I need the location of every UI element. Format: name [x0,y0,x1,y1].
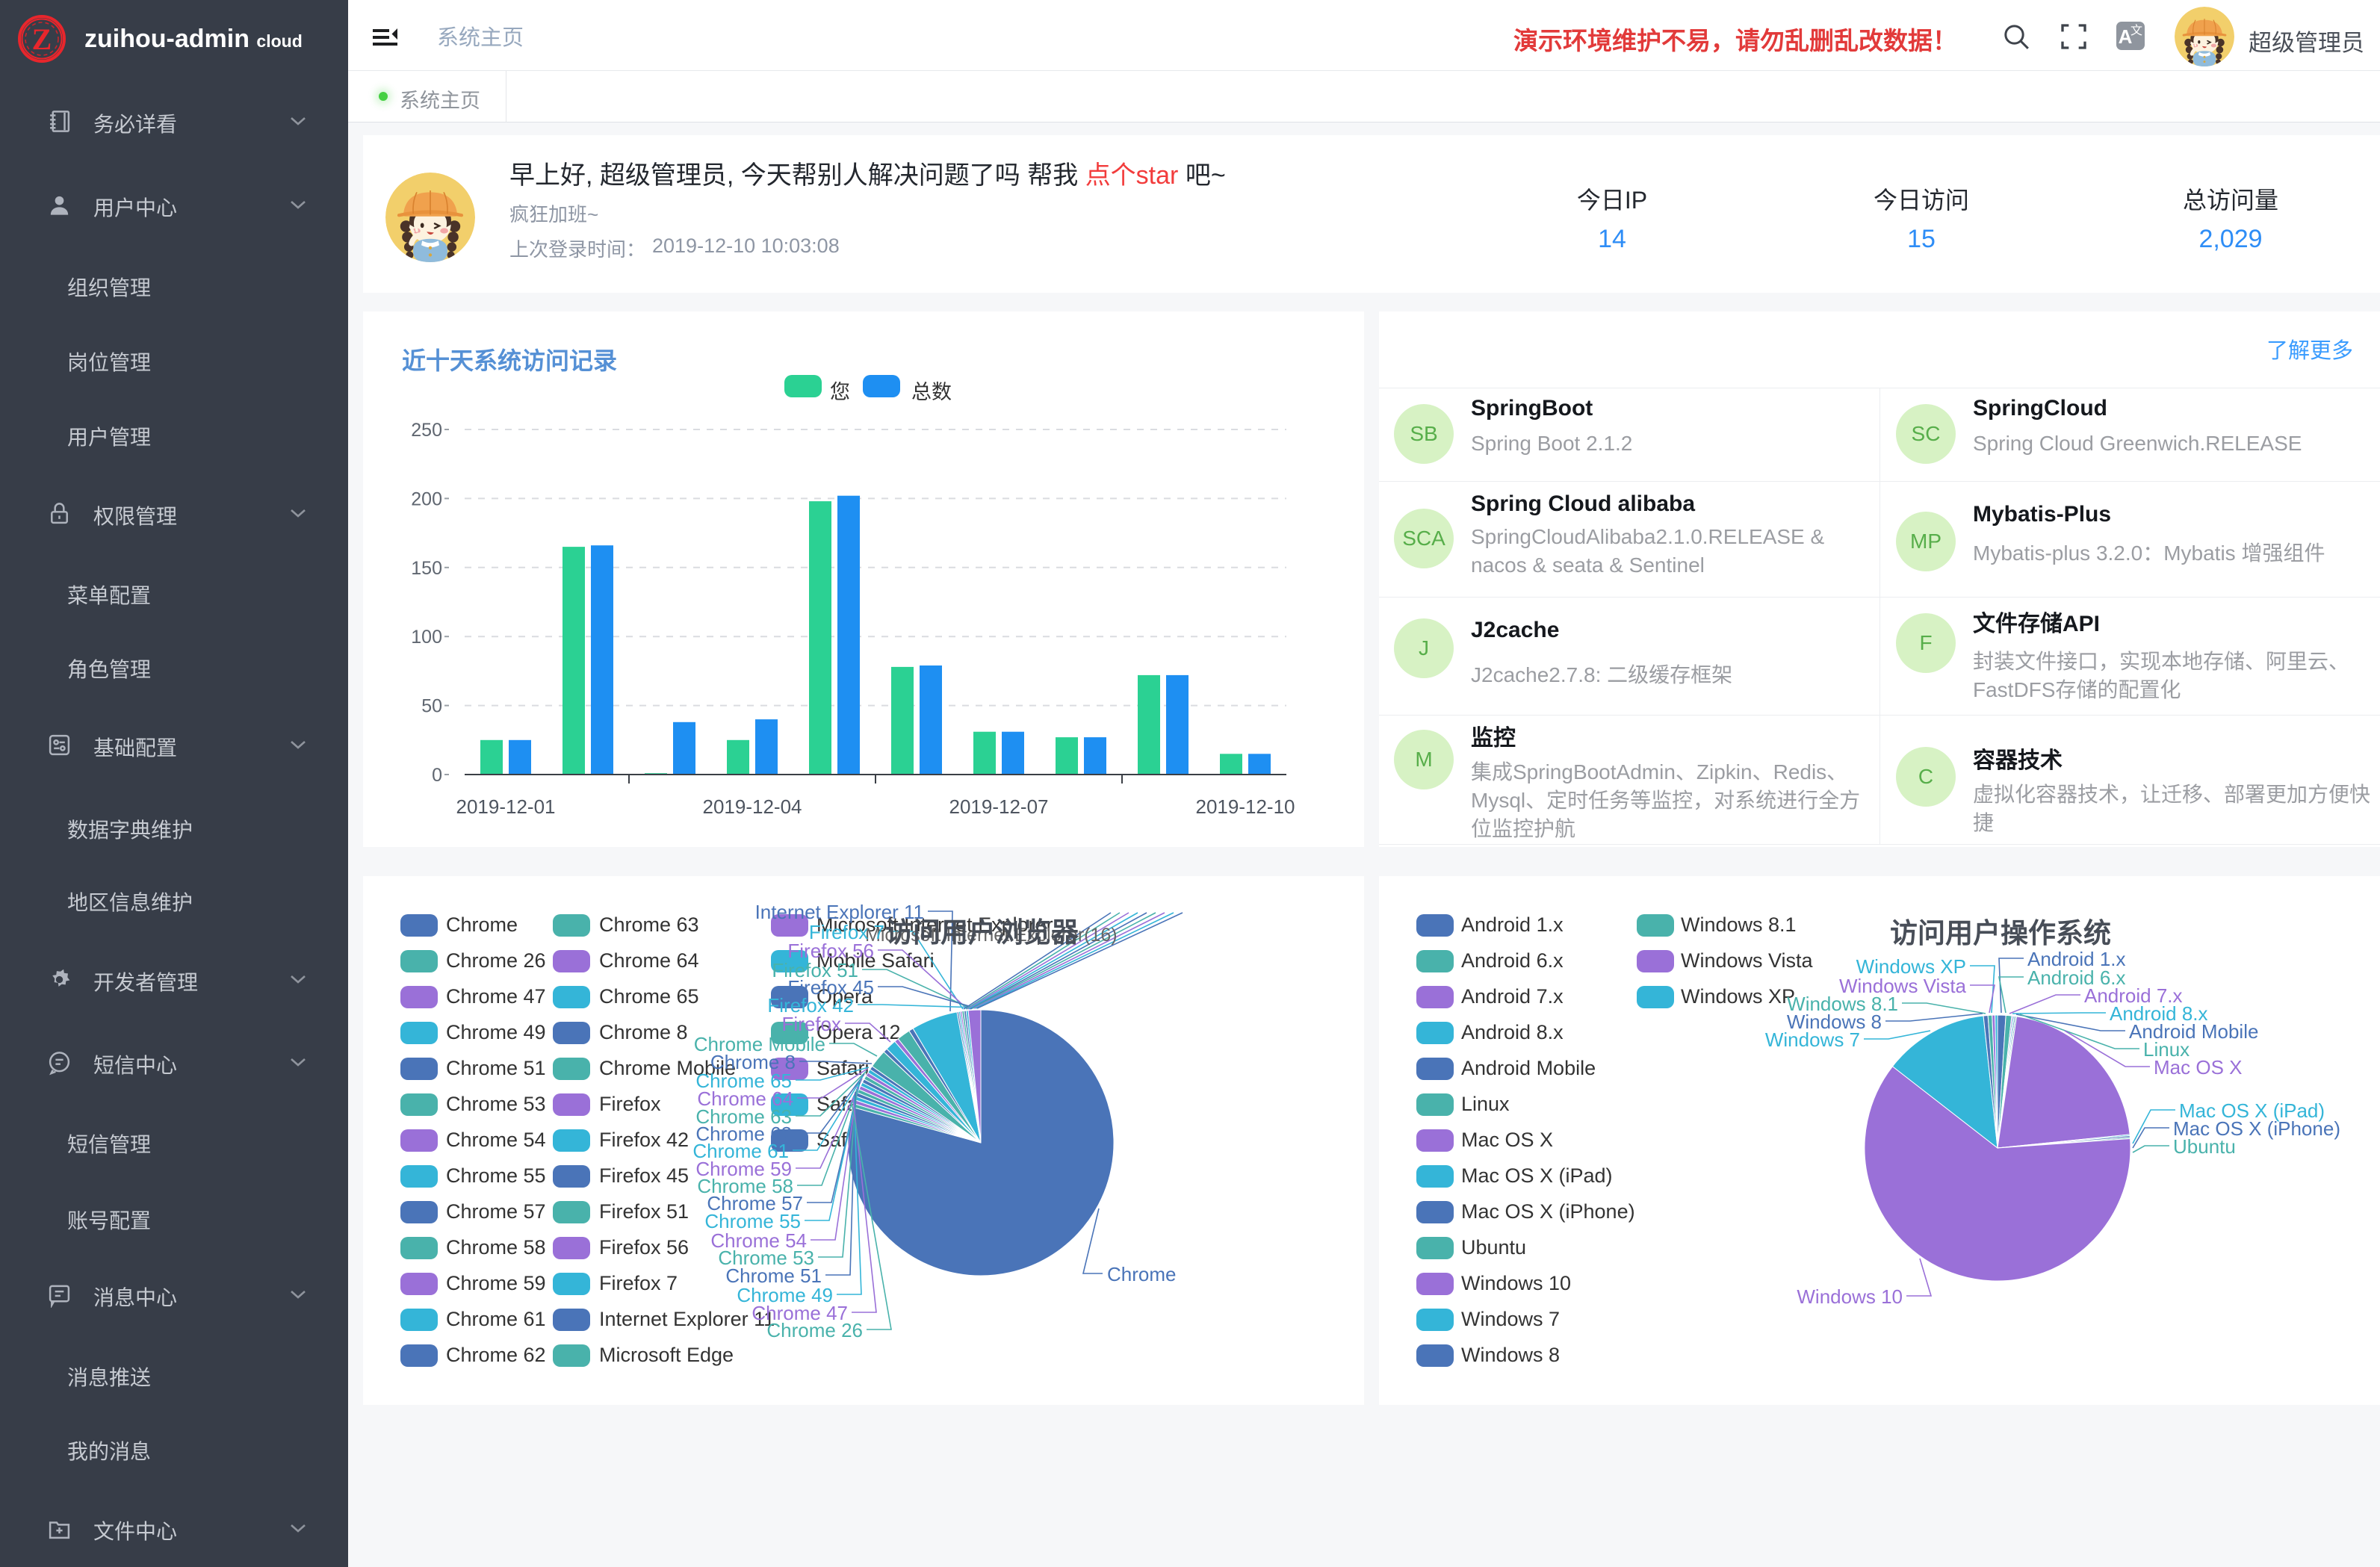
svg-text:150: 150 [411,558,442,579]
svg-text:A: A [2119,25,2133,48]
svg-text:Z: Z [32,22,52,56]
svg-text:2019-12-07: 2019-12-07 [949,795,1049,818]
svg-text:0: 0 [432,765,442,786]
svg-text:2019-12-04: 2019-12-04 [703,795,802,818]
svg-text:250: 250 [411,420,442,441]
svg-text:100: 100 [411,627,442,648]
svg-text:文: 文 [2130,24,2142,37]
svg-text:50: 50 [421,696,442,717]
svg-text:200: 200 [411,488,442,509]
svg-text:2019-12-01: 2019-12-01 [456,795,556,818]
svg-text:2019-12-10: 2019-12-10 [1196,795,1295,818]
